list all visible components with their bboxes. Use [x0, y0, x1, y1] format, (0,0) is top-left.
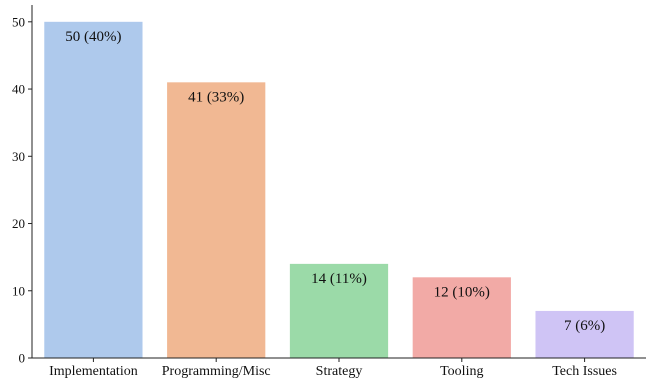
bar-programming-misc	[167, 82, 266, 359]
bar-tech-issues	[535, 310, 634, 358]
y-tick-label: 10	[12, 283, 25, 298]
x-tick-label: Programming/Misc	[162, 364, 271, 379]
y-tick-label: 20	[12, 216, 25, 231]
bar-implementation	[44, 21, 143, 359]
data-label: 7 (6%)	[564, 318, 605, 334]
data-label: 41 (33%)	[188, 89, 244, 105]
data-label: 14 (11%)	[311, 271, 367, 287]
y-tick-label: 30	[12, 149, 25, 164]
x-tick-label: Strategy	[316, 364, 363, 379]
y-tick-label: 40	[12, 82, 25, 97]
data-label: 12 (10%)	[434, 284, 490, 300]
x-axis-ticks: Implementation Programming/Misc Strategy To…	[49, 358, 617, 379]
data-label: 50 (40%)	[65, 29, 121, 45]
bar-strategy	[289, 263, 389, 358]
x-tick-label: Tooling	[440, 364, 483, 379]
bar-tooling	[412, 277, 511, 358]
y-axis-ticks: 0 10 20 30 40 50	[12, 14, 32, 366]
y-tick-label: 50	[12, 14, 25, 29]
plot-area: 50 (40%) 41 (33%) 14 (11%) 12 (10%) 7 (6%)	[44, 21, 634, 359]
y-tick-label: 0	[19, 351, 26, 366]
x-tick-label: Implementation	[49, 364, 138, 379]
x-tick-label: Tech Issues	[552, 364, 617, 379]
